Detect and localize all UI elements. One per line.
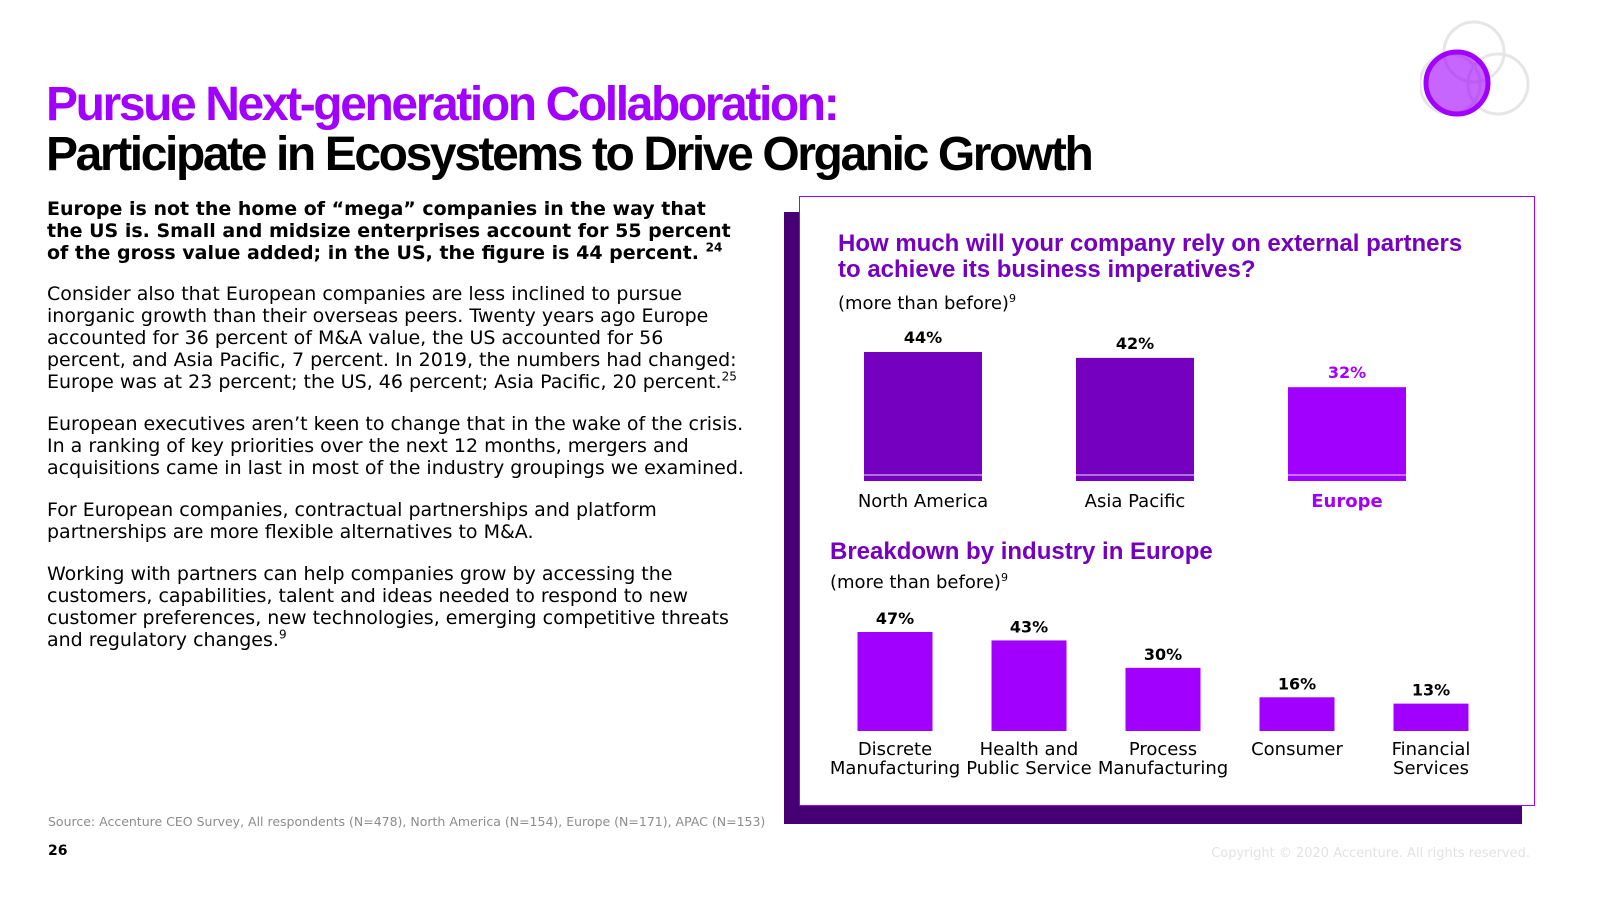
region-category-label: Europe — [1311, 491, 1382, 512]
accenture-circles-logo-icon — [1420, 20, 1530, 117]
paragraph-partnerships: For European companies, contractual part… — [47, 499, 657, 543]
page-number: 26 — [48, 843, 68, 859]
industry-category-label: Process Manufacturing — [1098, 739, 1228, 779]
industry-value-label: 16% — [1278, 674, 1316, 693]
industry-value-label: 13% — [1412, 681, 1450, 700]
industry-chart-subtitle: (more than before)9 — [830, 571, 1008, 593]
page-title-line-1: Pursue Next-generation Collaboration: — [46, 78, 840, 131]
source-note: Source: Accenture CEO Survey, All respon… — [48, 814, 766, 829]
industry-value-label: 47% — [876, 609, 914, 628]
page-title: Pursue Next-generation Collaboration: Pa… — [46, 78, 1094, 181]
paragraph-growth: Working with partners can help companies… — [47, 563, 729, 651]
industry-chart-title: Breakdown by industry in Europe — [830, 538, 1213, 565]
page-title-line-2: Participate in Ecosystems to Drive Organ… — [46, 128, 1094, 181]
region-category-label: North America — [858, 491, 988, 512]
copyright: Copyright © 2020 Accenture. All rights r… — [1211, 846, 1530, 861]
industry-category-label: Financial Services — [1392, 739, 1471, 779]
region-bar — [864, 352, 982, 481]
region-category-label: Asia Pacific — [1085, 491, 1186, 512]
industry-bar — [1393, 703, 1469, 731]
industry-bar — [1259, 697, 1335, 731]
region-bar — [1076, 357, 1194, 481]
region-chart-subtitle: (more than before)9 — [838, 292, 1016, 314]
industry-category-label: Health and Public Service — [966, 739, 1092, 779]
industry-bar — [1125, 667, 1201, 731]
region-chart-title: How much will your company rely on exter… — [838, 230, 1463, 283]
body-text: Europe is not the home of “mega” compani… — [47, 198, 747, 671]
paragraph-priorities: European executives aren’t keen to chang… — [47, 413, 744, 479]
lead-paragraph: Europe is not the home of “mega” compani… — [47, 198, 731, 264]
paragraph-ma-history: Consider also that European companies ar… — [47, 283, 737, 393]
industry-category-label: Consumer — [1251, 739, 1343, 760]
region-value-label: 42% — [1116, 334, 1154, 353]
region-value-label: 44% — [904, 328, 942, 347]
industry-value-label: 30% — [1144, 645, 1182, 664]
region-bar — [1288, 387, 1406, 481]
industry-bar — [991, 640, 1067, 731]
region-value-label: 32% — [1328, 363, 1366, 382]
industry-bar — [857, 632, 933, 731]
industry-value-label: 43% — [1010, 617, 1048, 636]
industry-category-label: Discrete Manufacturing — [830, 739, 960, 779]
